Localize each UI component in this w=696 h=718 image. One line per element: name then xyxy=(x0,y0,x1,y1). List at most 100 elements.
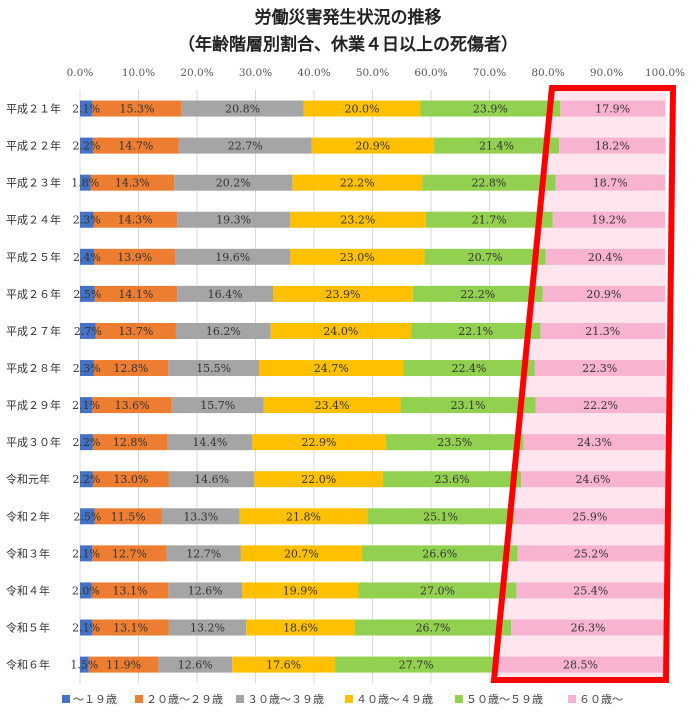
bar-segment xyxy=(92,397,172,414)
data-label: 14.3% xyxy=(118,214,153,227)
bar-segment xyxy=(535,397,666,414)
data-label: 20.8% xyxy=(225,103,260,116)
data-label: 20.0% xyxy=(344,103,379,116)
legend-label: ３０歳～３９歳 xyxy=(247,693,324,706)
data-label: 22.3% xyxy=(582,362,617,375)
data-label: 13.7% xyxy=(118,325,153,338)
bar-segment xyxy=(174,174,293,191)
data-label: 2.1% xyxy=(72,622,100,635)
category-label: 平成２５年 xyxy=(6,250,61,264)
bar-segment xyxy=(80,397,93,414)
data-label: 23.2% xyxy=(340,214,375,227)
bar-segment xyxy=(88,656,159,673)
category-label: 令和２年 xyxy=(6,509,50,523)
data-label: 22.9% xyxy=(301,436,336,449)
bar-segment xyxy=(412,285,543,302)
bar-segment xyxy=(242,582,359,599)
data-label: 12.7% xyxy=(112,547,147,560)
x-tick-label: 30.0% xyxy=(239,67,272,79)
bar-segment xyxy=(168,360,260,377)
bar-segment xyxy=(552,211,665,228)
data-label: 2.3% xyxy=(73,362,101,375)
data-label: 25.1% xyxy=(423,510,458,523)
bar-segment xyxy=(80,656,89,673)
data-label: 12.6% xyxy=(178,659,213,672)
bar-segment xyxy=(555,174,665,191)
data-label: 1.8% xyxy=(71,177,99,190)
data-labels: 2.1% 15.3% 20.8% 20.0% 23.9% 17.9% 2.2% 14.7% 22… xyxy=(70,103,630,672)
chart-title: 労働災害発生状況の推移 xyxy=(255,7,442,28)
data-label: 2.5% xyxy=(73,288,101,301)
data-label: 22.0% xyxy=(301,473,336,486)
bar-segment xyxy=(80,434,93,451)
bar-segment xyxy=(290,248,425,265)
data-label: 19.6% xyxy=(215,251,250,264)
bar-segment xyxy=(273,285,413,302)
x-tick-label: 70.0% xyxy=(473,67,506,79)
bar-segment xyxy=(354,619,512,636)
bar-segment xyxy=(92,137,179,154)
data-label: 2.2% xyxy=(72,473,100,486)
data-label: 13.1% xyxy=(113,584,148,597)
bar-segment xyxy=(80,285,95,302)
data-label: 2.1% xyxy=(72,399,100,412)
data-label: 21.4% xyxy=(479,140,514,153)
bar-segment xyxy=(521,471,665,488)
bar-segment xyxy=(94,285,178,302)
data-label: 27.7% xyxy=(399,659,434,672)
bar-segment xyxy=(92,545,167,562)
category-label: 令和５年 xyxy=(6,621,50,635)
data-label: 20.7% xyxy=(284,547,319,560)
data-label: 19.2% xyxy=(591,214,626,227)
data-label: 20.7% xyxy=(468,251,503,264)
category-label: 令和６年 xyxy=(6,658,50,672)
bar-segment xyxy=(259,360,404,377)
bar-segment xyxy=(80,545,93,562)
bar-segment xyxy=(400,397,536,414)
bar-segment xyxy=(92,434,168,451)
data-label: 22.2% xyxy=(340,177,375,190)
data-label: 18.6% xyxy=(283,622,318,635)
data-label: 16.2% xyxy=(206,325,241,338)
bar-segment xyxy=(92,619,169,636)
data-label: 12.7% xyxy=(186,547,221,560)
data-label: 24.7% xyxy=(314,362,349,375)
category-label: 平成２８年 xyxy=(6,361,61,375)
data-label: 21.3% xyxy=(585,325,620,338)
bar-segment xyxy=(167,434,252,451)
data-label: 22.2% xyxy=(460,288,495,301)
bars xyxy=(80,100,666,673)
data-label: 1.5% xyxy=(70,659,98,672)
bar-segment xyxy=(168,471,255,488)
bar-segment xyxy=(542,285,665,302)
x-tick-label: 100.0% xyxy=(645,67,685,79)
bar-segment xyxy=(168,582,243,599)
bar-segment xyxy=(559,137,666,154)
bar-segment xyxy=(181,100,304,117)
bar-segment xyxy=(516,582,665,599)
bar-segment xyxy=(166,545,241,562)
data-label: 23.9% xyxy=(325,288,360,301)
data-label: 16.4% xyxy=(208,288,243,301)
bar-segment xyxy=(246,619,355,636)
data-label: 12.6% xyxy=(188,584,223,597)
legend-swatch xyxy=(455,695,463,703)
data-label: 2.7% xyxy=(74,325,102,338)
data-label: 22.4% xyxy=(452,362,487,375)
data-label: 2.1% xyxy=(72,103,100,116)
category-label: 平成２４年 xyxy=(6,213,61,227)
data-label: 22.7% xyxy=(228,140,263,153)
data-label: 19.9% xyxy=(283,584,318,597)
data-label: 28.5% xyxy=(563,659,598,672)
bar-segment xyxy=(251,434,386,451)
bar-segment xyxy=(292,174,423,191)
data-label: 18.7% xyxy=(593,177,628,190)
data-label: 21.8% xyxy=(286,510,321,523)
data-label: 22.8% xyxy=(471,177,506,190)
category-label: 令和４年 xyxy=(6,583,50,597)
data-label: 17.9% xyxy=(595,103,630,116)
x-axis-ticks: 0.0% 10.0% 20.0% 30.0% 40.0% 50.0% 60.0% 70.0% 8… xyxy=(67,67,685,79)
data-label: 11.9% xyxy=(106,659,141,672)
category-label: 平成２９年 xyxy=(6,398,61,412)
data-label: 26.3% xyxy=(571,622,606,635)
